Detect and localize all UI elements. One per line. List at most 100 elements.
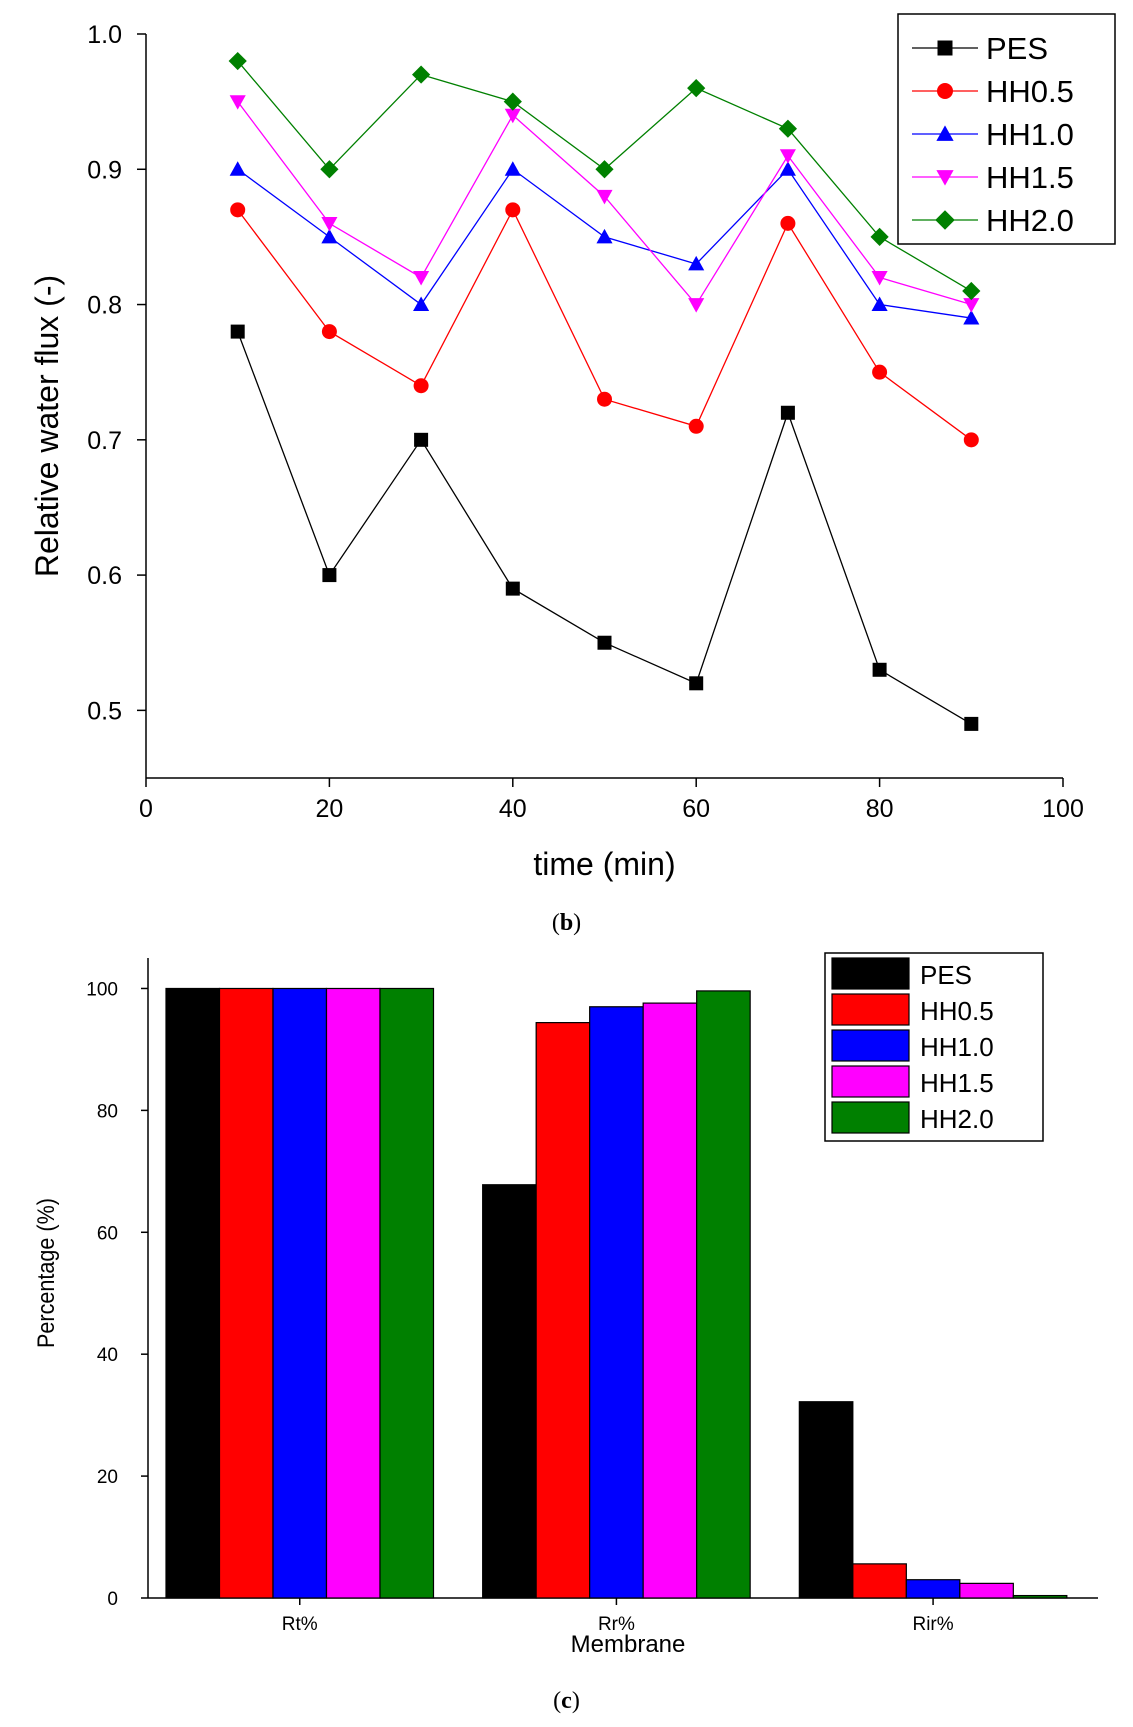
data-point-HH2.0 — [687, 79, 706, 98]
x-tick-label: Rt% — [282, 1614, 318, 1635]
y-tick-label: 0 — [107, 1589, 118, 1610]
y-tick-label: 0.7 — [87, 427, 122, 455]
y-tick-label: 1.0 — [87, 21, 122, 49]
caption-close-paren: ) — [573, 910, 581, 936]
data-point-HH1.5 — [688, 298, 705, 313]
caption-letter: c — [561, 1688, 572, 1714]
caption-open-paren: ( — [553, 1688, 561, 1714]
y-tick-label: 40 — [97, 1345, 118, 1366]
bar-Rir%-HH0.5 — [852, 1563, 907, 1599]
legend-swatch-PES — [831, 957, 910, 990]
legend-label: HH1.5 — [986, 160, 1074, 195]
y-tick-label: 80 — [97, 1101, 118, 1122]
data-point-PES — [230, 324, 245, 339]
bar-Rir%-HH1.5 — [959, 1582, 1014, 1599]
data-point-HH2.0 — [595, 160, 614, 179]
data-point-HH2.0 — [962, 281, 981, 301]
legend-marker-HH0.5 — [937, 83, 953, 99]
data-point-PES — [689, 676, 704, 691]
bar-Rr%-HH0.5 — [535, 1022, 591, 1599]
bar-Rr%-HH2.0 — [696, 990, 751, 1599]
data-point-HH2.0 — [503, 92, 522, 111]
data-point-HH1.0 — [779, 161, 796, 176]
data-point-HH1.0 — [229, 161, 246, 176]
data-point-HH1.5 — [321, 216, 338, 232]
legend-swatch-HH1.0 — [831, 1029, 910, 1062]
series-line-PES — [237, 331, 972, 725]
data-point-PES — [872, 662, 887, 677]
caption-letter: b — [560, 910, 573, 936]
x-axis-title: time (min) — [533, 846, 675, 882]
caption-b: (b) — [552, 910, 581, 936]
bar-Rir%-HH1.0 — [905, 1579, 961, 1599]
bar-Rir%-HH2.0 — [1012, 1594, 1068, 1599]
y-tick-label: 60 — [97, 1223, 118, 1244]
data-point-HH0.5 — [413, 378, 429, 394]
data-point-HH1.5 — [504, 108, 521, 124]
y-tick-label: 0.9 — [87, 156, 122, 184]
legend-marker-PES — [937, 40, 953, 56]
legend-label: HH2.0 — [920, 1104, 994, 1134]
x-tick-label: 60 — [682, 795, 710, 823]
data-point-PES — [780, 405, 795, 420]
legend-label: HH0.5 — [986, 74, 1074, 109]
data-point-PES — [505, 581, 520, 596]
y-tick-label: 0.6 — [87, 562, 122, 590]
legend-swatch-HH0.5 — [831, 993, 910, 1026]
bar-Rt%-HH1.5 — [325, 987, 381, 1599]
caption-open-paren: ( — [552, 910, 560, 936]
y-tick-label: 100 — [86, 979, 118, 1000]
data-point-HH1.0 — [321, 228, 338, 244]
legend-box — [897, 13, 1116, 245]
data-point-PES — [414, 432, 429, 447]
data-point-HH2.0 — [320, 160, 339, 179]
data-point-HH2.0 — [778, 119, 797, 138]
data-point-PES — [322, 568, 337, 583]
bar-Rt%-PES — [165, 987, 221, 1599]
bar-Rir%-PES — [798, 1401, 854, 1599]
data-point-HH1.0 — [504, 161, 521, 176]
legend-swatch-HH2.0 — [831, 1101, 910, 1134]
data-point-HH1.0 — [596, 228, 613, 244]
legend-marker-HH1.5 — [936, 170, 954, 186]
x-tick-label: Rir% — [912, 1614, 953, 1635]
data-point-HH1.5 — [779, 149, 796, 164]
caption-close-paren: ) — [572, 1688, 580, 1714]
legend-label: HH0.5 — [920, 996, 994, 1026]
bar-Rr%-HH1.0 — [589, 1006, 644, 1599]
legend-label: HH1.5 — [920, 1068, 994, 1098]
bar-Rt%-HH1.0 — [272, 987, 328, 1599]
data-point-HH0.5 — [321, 324, 337, 340]
x-tick-label: 80 — [866, 795, 894, 823]
data-point-PES — [964, 716, 979, 731]
data-point-HH2.0 — [412, 65, 431, 84]
data-point-HH0.5 — [230, 202, 246, 218]
legend-marker-HH2.0 — [935, 210, 955, 230]
y-tick-label: 20 — [97, 1467, 118, 1488]
data-point-HH1.5 — [596, 189, 613, 205]
x-tick-label: 100 — [1042, 795, 1084, 823]
legend-swatch-HH1.5 — [831, 1065, 910, 1098]
y-tick-label: 0.8 — [87, 292, 122, 320]
bar-Rt%-HH2.0 — [379, 987, 435, 1599]
bar-Rt%-HH0.5 — [218, 987, 274, 1599]
x-tick-label: 20 — [315, 795, 343, 823]
data-point-HH1.5 — [963, 298, 980, 313]
legend-label: HH2.0 — [986, 203, 1074, 238]
legend-label: HH1.0 — [986, 117, 1074, 152]
data-point-HH0.5 — [963, 432, 979, 448]
legend-marker-HH1.0 — [936, 125, 954, 141]
y-tick-label: 0.5 — [87, 697, 122, 725]
bar-chart-c: 0 20 40 60 80 100 Rt% Rr% Rir% Membrane Percentage… — [33, 952, 1098, 1714]
legend-label: PES — [986, 31, 1048, 66]
data-point-HH1.5 — [871, 271, 888, 286]
data-point-HH1.0 — [413, 296, 430, 311]
data-point-HH2.0 — [228, 51, 247, 71]
legend-label: PES — [920, 960, 972, 990]
x-tick-label: 40 — [499, 795, 527, 823]
y-axis-title: Relative water flux (-) — [29, 275, 65, 577]
bar-Rr%-HH1.5 — [642, 1002, 698, 1599]
data-point-PES — [597, 635, 612, 650]
data-point-HH0.5 — [597, 391, 612, 407]
